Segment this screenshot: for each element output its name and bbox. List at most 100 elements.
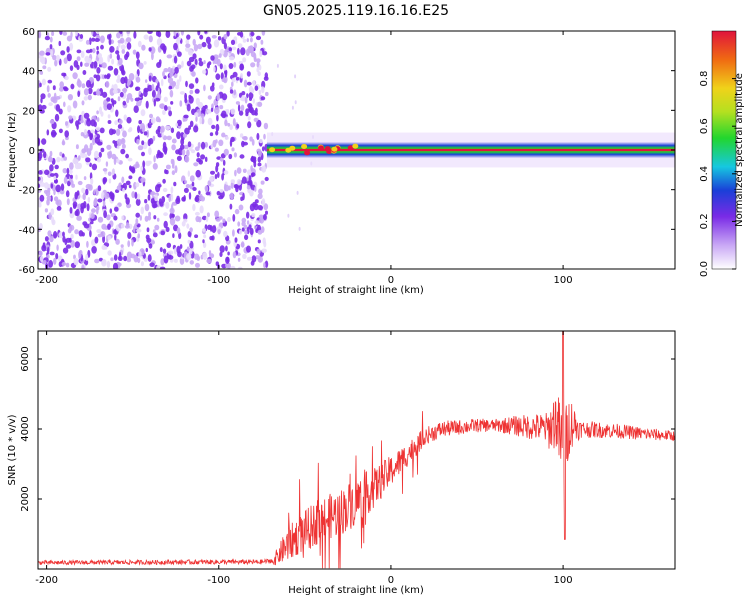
noise-dot [62, 139, 65, 146]
noise-dot [52, 97, 58, 104]
noise-dot [137, 233, 140, 239]
noise-dot [257, 156, 261, 163]
spectrogram-x-tick-label: 0 [388, 275, 394, 286]
noise-dot [240, 104, 245, 112]
noise-dot [265, 91, 269, 97]
noise-dot [163, 96, 168, 103]
noise-dot [170, 158, 174, 165]
noise-dot [50, 195, 53, 202]
noise-dot [189, 240, 194, 249]
noise-dot [264, 176, 269, 182]
noise-dot [251, 213, 256, 218]
noise-dot [180, 31, 184, 36]
noise-dot [97, 185, 102, 192]
noise-dot [257, 205, 264, 211]
noise-dot [251, 155, 254, 162]
noise-dot [214, 210, 220, 218]
noise-dot [72, 201, 78, 208]
noise-dot [117, 96, 121, 102]
noise-dot [108, 178, 112, 184]
noise-dot [253, 52, 257, 60]
spectrogram-y-tick-label: 60 [22, 27, 35, 38]
noise-dot [252, 80, 256, 86]
noise-dot [259, 217, 263, 223]
noise-dot [145, 79, 148, 83]
noise-dot [216, 190, 221, 196]
noise-dot [189, 227, 193, 233]
noise-dot [194, 112, 199, 117]
noise-dot [65, 121, 68, 126]
noise-dot [237, 43, 243, 49]
noise-dot [237, 104, 241, 112]
snr-y-ticks: 2000 4000 6000 [20, 346, 675, 512]
noise-dot [183, 195, 186, 202]
noise-dot [173, 55, 178, 64]
noise-dot [234, 237, 238, 243]
noise-dot [65, 190, 70, 198]
noise-dot [257, 229, 263, 235]
noise-dot [41, 78, 47, 86]
noise-dot [70, 240, 75, 248]
noise-dot [72, 158, 79, 165]
noise-dot [89, 229, 92, 238]
noise-dot [218, 139, 224, 147]
noise-dot [107, 151, 111, 157]
noise-dot [148, 47, 152, 52]
noise-dot [115, 128, 121, 136]
noise-dot [137, 125, 141, 134]
noise-dot [62, 31, 68, 36]
noise-dot [194, 211, 200, 216]
noise-dot [135, 161, 139, 167]
noise-dot [230, 136, 235, 143]
noise-dot [232, 118, 236, 127]
noise-dot [233, 152, 237, 158]
noise-dot [204, 156, 208, 162]
noise-dot [125, 180, 131, 186]
noise-dot [124, 193, 128, 200]
noise-dot [259, 50, 263, 58]
noise-dot [66, 35, 73, 42]
noise-dot [148, 243, 153, 249]
noise-dot [239, 133, 244, 138]
noise-dot [200, 154, 206, 160]
noise-dot [146, 237, 152, 243]
noise-dot [229, 56, 235, 61]
noise-dot [232, 214, 236, 222]
noise-dot [176, 155, 182, 161]
noise-dot [67, 105, 72, 113]
noise-dot [217, 36, 222, 41]
spectrogram-x-tick-label: -200 [35, 275, 58, 286]
noise-dot [246, 71, 251, 77]
noise-dot [108, 38, 112, 46]
noise-dot [49, 44, 53, 50]
noise-dot [74, 210, 79, 216]
noise-dot [221, 173, 225, 181]
noise-dot [155, 85, 159, 92]
noise-dot [72, 100, 78, 109]
noise-dot [179, 91, 185, 95]
noise-dot [261, 31, 266, 36]
noise-dot [45, 52, 51, 56]
noise-dot [99, 35, 105, 44]
noise-dot [261, 248, 267, 253]
noise-dot [79, 34, 84, 39]
spectrogram-x-label: Height of straight line (km) [288, 285, 424, 296]
noise-dot [210, 107, 214, 113]
noise-dot [156, 38, 163, 46]
noise-dot [98, 57, 102, 65]
noise-dot [233, 61, 237, 68]
noise-dot [76, 190, 80, 196]
noise-dot [83, 259, 89, 266]
noise-dot [179, 75, 182, 82]
noise-dot [95, 90, 101, 96]
noise-dot [53, 196, 59, 202]
signal-band-blob [304, 150, 311, 156]
noise-dot [103, 103, 109, 111]
noise-dot [125, 51, 130, 58]
spectrogram-x-ticks: -200 -100 0 100 [35, 31, 573, 286]
noise-dot [106, 74, 110, 80]
noise-dot [102, 91, 108, 98]
noise-dot [230, 265, 236, 269]
